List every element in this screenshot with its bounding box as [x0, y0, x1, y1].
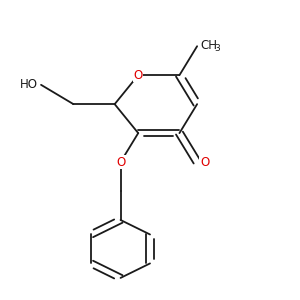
- Text: HO: HO: [20, 78, 38, 91]
- Text: CH: CH: [200, 38, 217, 52]
- Text: O: O: [200, 156, 209, 169]
- Text: 3: 3: [214, 44, 220, 53]
- Text: O: O: [116, 156, 125, 169]
- Text: O: O: [134, 69, 143, 82]
